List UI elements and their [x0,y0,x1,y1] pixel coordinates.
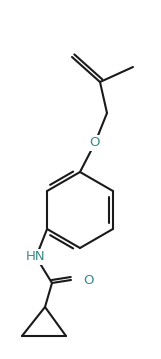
Text: O: O [84,274,94,286]
Text: HN: HN [26,251,46,264]
Text: O: O [90,136,100,149]
